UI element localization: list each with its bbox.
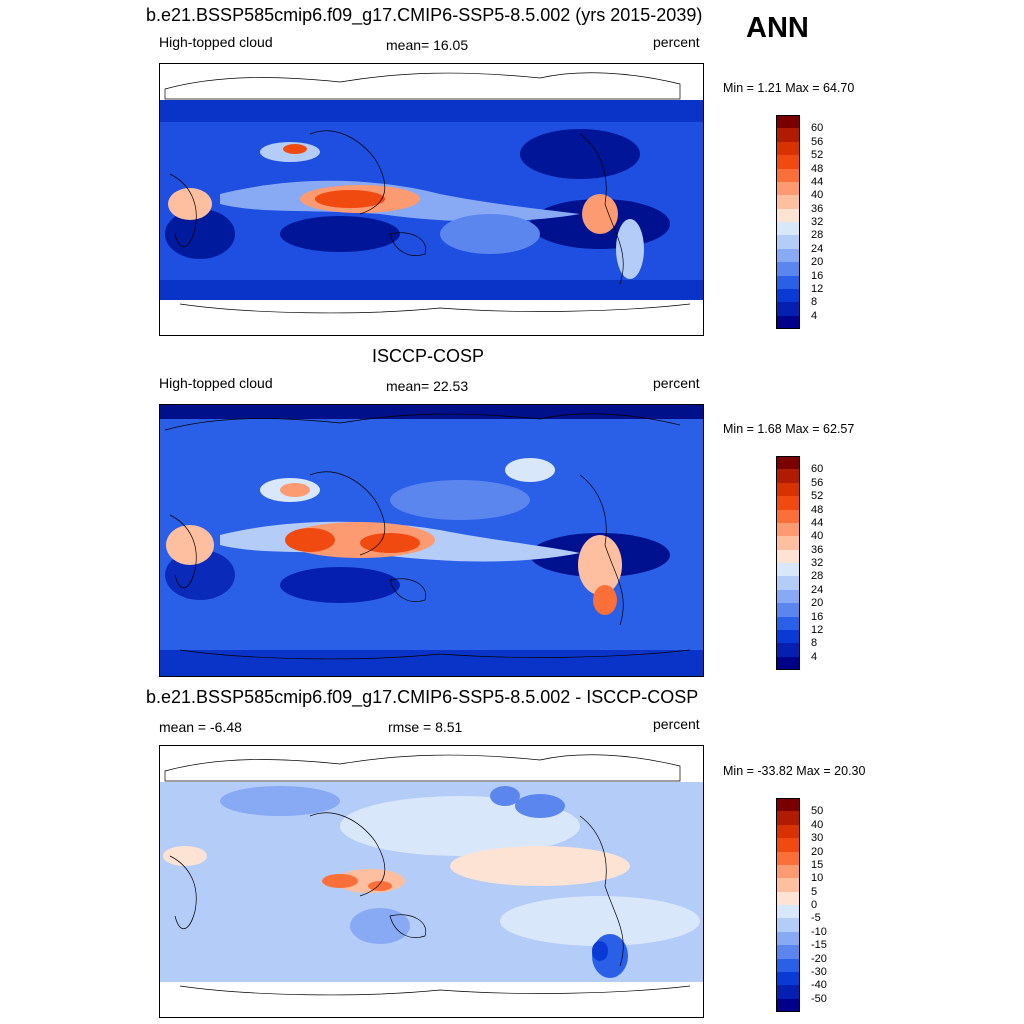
panel-1-colorbar-tick: 8 — [811, 296, 818, 309]
panel-3-colorbar-tick: 0 — [811, 899, 818, 911]
panel-2-colorbar-outline — [776, 456, 800, 670]
panel-1-units-label: percent — [653, 34, 700, 50]
panel-2-map — [159, 404, 704, 677]
panel-2-colorbar: 60 56 52 48 44 40 36 32 28 24 20 16 12 8… — [776, 456, 846, 670]
panel-1-colorbar-outline — [776, 115, 800, 329]
panel-2-colorbar-tick: 16 — [811, 610, 824, 623]
panel-1-minmax: Min = 1.21 Max = 64.70 — [723, 81, 855, 95]
panel-3-colorbar-tick: -50 — [811, 992, 827, 1005]
panel-2-colorbar-tick: 60 — [811, 463, 824, 476]
panel-3-colorbar-tick: 5 — [811, 885, 818, 898]
panel-2-title: ISCCP-COSP — [372, 346, 485, 366]
panel-2-colorbar-tick: 48 — [811, 503, 824, 516]
panel-3-colorbar-tick: 10 — [811, 872, 824, 885]
panel-3-colorbar-tick: 15 — [811, 858, 824, 871]
panel-3-colorbar: 50 40 30 20 15 10 5 0 -5 -10 -15 -20 -30… — [776, 798, 846, 1012]
panel-2-colorbar-tick: 28 — [811, 570, 824, 583]
panel-2-colorbar-tick: 36 — [811, 543, 824, 556]
panel-3-colorbar-tick: -15 — [811, 939, 827, 952]
panel-1-colorbar: 60 56 52 48 44 40 36 32 28 24 20 16 12 8… — [776, 115, 846, 329]
panel-1-map — [159, 63, 704, 336]
panel-1-colorbar-tick: 24 — [811, 242, 824, 255]
panel-1-mean-label: mean= 16.05 — [386, 37, 469, 53]
panel-1-colorbar-tick: 28 — [811, 229, 824, 242]
panel-3-rmse-label: rmse = 8.51 — [388, 719, 463, 735]
panel-3-colorbar-tick: 20 — [811, 845, 824, 858]
panel-1-colorbar-tick: 40 — [811, 189, 824, 202]
panel-3-title: b.e21.BSSP585cmip6.f09_g17.CMIP6-SSP5-8.… — [146, 687, 699, 707]
panel-3-colorbar-tick: -40 — [811, 979, 827, 992]
panel-1-colorbar-tick: 36 — [811, 202, 824, 215]
panel-3-colorbar-tick: 40 — [811, 818, 824, 831]
panel-3-colorbar-tick: 30 — [811, 832, 824, 845]
panel-1-title: b.e21.BSSP585cmip6.f09_g17.CMIP6-SSP5-8.… — [146, 5, 703, 25]
panel-1-colorbar-tick: 52 — [811, 149, 824, 162]
panel-3-colorbar-tick: -20 — [811, 952, 827, 965]
panel-1-colorbar-tick: 4 — [811, 309, 818, 322]
panel-1-colorbar-tick: 32 — [811, 216, 824, 228]
panel-3-colorbar-tick: -10 — [811, 925, 827, 938]
panel-1-colorbar-tick: 12 — [811, 282, 824, 295]
panel-2-colorbar-tick: 4 — [811, 650, 818, 663]
panel-1-colorbar-tick: 60 — [811, 122, 824, 135]
panel-3-colorbar-tick: -5 — [811, 912, 821, 925]
panel-1-variable-label: High-topped cloud — [159, 34, 273, 50]
panel-2-mean-label: mean= 22.53 — [386, 378, 469, 394]
panel-2-colorbar-tick: 20 — [811, 597, 824, 610]
panel-2-colorbar-tick: 40 — [811, 530, 824, 543]
panel-2-minmax: Min = 1.68 Max = 62.57 — [723, 422, 855, 436]
panel-1-colorbar-tick: 48 — [811, 162, 824, 175]
panel-3-colorbar-outline — [776, 798, 800, 1012]
panel-1-colorbar-tick: 16 — [811, 269, 824, 282]
panel-2-colorbar-tick: 56 — [811, 476, 824, 489]
panel-2-colorbar-tick: 12 — [811, 623, 824, 636]
panel-2-colorbar-tick: 52 — [811, 490, 824, 503]
panel-2-colorbar-tick: 32 — [811, 557, 824, 569]
panel-2-colorbar-tick: 8 — [811, 637, 818, 650]
panel-2-variable-label: High-topped cloud — [159, 375, 273, 391]
panel-1-colorbar-tick: 44 — [811, 175, 824, 188]
panel-1-colorbar-tick: 20 — [811, 256, 824, 269]
panel-3-colorbar-tick: 50 — [811, 805, 824, 818]
panel-3-units-label: percent — [653, 716, 700, 732]
panel-3-minmax: Min = -33.82 Max = 20.30 — [723, 764, 866, 778]
season-label: ANN — [746, 12, 809, 44]
panel-2-colorbar-tick: 44 — [811, 516, 824, 529]
panel-2-units-label: percent — [653, 375, 700, 391]
panel-1-colorbar-tick: 56 — [811, 135, 824, 148]
panel-3-colorbar-tick: -30 — [811, 965, 827, 978]
panel-3-mean-label: mean = -6.48 — [159, 719, 242, 735]
panel-3-map — [159, 745, 704, 1018]
panel-2-colorbar-tick: 24 — [811, 583, 824, 596]
